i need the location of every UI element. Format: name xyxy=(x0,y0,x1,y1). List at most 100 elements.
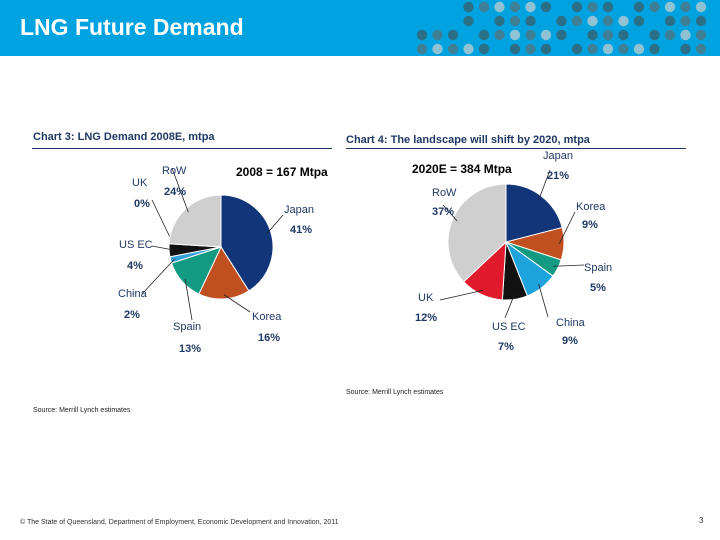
chart-3-slice-name-label: US EC xyxy=(119,239,153,251)
header-dot xyxy=(525,43,536,55)
header-dot xyxy=(571,43,583,55)
chart-3-slice-value-label: 41% xyxy=(290,224,312,236)
chart-3-slice-name-label: China xyxy=(118,288,148,300)
header-dot xyxy=(494,29,505,41)
header-dot xyxy=(680,43,691,55)
chart-4-leader-line xyxy=(504,294,515,319)
chart-3-slice-name-label: UK xyxy=(132,177,148,189)
chart-3-slice-row xyxy=(168,194,222,248)
header-dot xyxy=(525,1,536,13)
chart-3-leader-line xyxy=(266,214,284,234)
header-dot xyxy=(525,29,536,41)
footer-copyright: © The State of Queensland, Department of… xyxy=(20,519,339,526)
header-dot xyxy=(463,43,474,55)
chart-3-leader-line xyxy=(141,258,175,295)
chart-3-leader-line xyxy=(184,278,193,321)
header-dot xyxy=(664,15,676,27)
chart-4-slice-value-label: 7% xyxy=(498,341,514,353)
header-dot xyxy=(540,29,552,41)
chart-4-slice-name-label: UK xyxy=(418,292,434,304)
chart-4-slice-value-label: 37% xyxy=(432,206,454,218)
chart-3-title-rule xyxy=(32,148,332,149)
chart-4-slice-value-label: 5% xyxy=(590,282,606,294)
header-dot xyxy=(602,43,614,55)
header-dot xyxy=(633,43,645,55)
chart-3-slice-name-label: Japan xyxy=(284,204,314,216)
header-dot xyxy=(618,29,629,41)
header-dot xyxy=(447,29,459,41)
chart-3-slice-value-label: 13% xyxy=(179,343,201,355)
chart-4-leader-line xyxy=(442,204,458,222)
header-dot xyxy=(680,15,691,27)
header-dot xyxy=(649,29,660,41)
header-dot xyxy=(602,1,614,13)
header-dot xyxy=(602,15,614,27)
header-dot xyxy=(633,1,645,13)
chart-3-slice-name-label: RoW xyxy=(162,165,187,177)
header-dot xyxy=(478,1,490,13)
header-dot xyxy=(618,15,629,27)
header-dot xyxy=(432,29,443,41)
header-dot xyxy=(571,15,583,27)
header-dot xyxy=(695,1,707,13)
header-dot xyxy=(416,29,428,41)
header-dot xyxy=(587,29,598,41)
chart-4-slice-name-label: Korea xyxy=(576,201,606,213)
chart-4-leader-line xyxy=(538,284,549,318)
header-dot xyxy=(649,1,660,13)
chart-4-leader-line xyxy=(553,264,585,267)
chart-3-total-label: 2008 = 167 Mtpa xyxy=(236,165,328,179)
chart-4-slice-value-label: 21% xyxy=(547,170,569,182)
chart-4-slice-name-label: Japan xyxy=(543,150,573,162)
header-dot xyxy=(695,29,707,41)
chart-4-slice-value-label: 9% xyxy=(562,335,578,347)
chart-4-source: Source: Merrill Lynch estimates xyxy=(346,389,444,396)
chart-3-slice-value-label: 4% xyxy=(127,260,143,272)
header-dot xyxy=(633,15,645,27)
chart-4-leader-line xyxy=(558,211,576,244)
chart-3-slice-value-label: 24% xyxy=(164,186,186,198)
chart-4-slice-row xyxy=(447,183,507,283)
chart-4-slice-japan xyxy=(505,183,563,243)
chart-3-slice-name-label: Korea xyxy=(252,311,282,323)
header-dot xyxy=(571,1,583,13)
chart-4-slice-value-label: 9% xyxy=(582,219,598,231)
chart-3-title: Chart 3: LNG Demand 2008E, mtpa xyxy=(33,131,215,143)
header-dot xyxy=(587,43,598,55)
header-dot xyxy=(695,43,707,55)
header-dot xyxy=(509,43,521,55)
chart-3-slice-value-label: 2% xyxy=(124,309,140,321)
header-dot xyxy=(478,29,490,41)
chart-4-title: Chart 4: The landscape will shift by 202… xyxy=(346,134,590,146)
header-bar: LNG Future Demand xyxy=(0,0,720,56)
header-dot xyxy=(416,43,428,55)
chart-3-source: Source: Merrill Lynch estimates xyxy=(33,407,131,414)
decorative-dot-pattern xyxy=(416,1,707,55)
header-dot xyxy=(540,1,552,13)
header-dot xyxy=(680,29,691,41)
header-dot xyxy=(556,15,567,27)
chart-4-slice-name-label: China xyxy=(556,317,586,329)
header-dot xyxy=(509,29,521,41)
header-dot xyxy=(587,1,598,13)
chart-3-slice-value-label: 16% xyxy=(258,332,280,344)
chart-4-slice-value-label: 12% xyxy=(415,312,437,324)
header-dot xyxy=(494,1,505,13)
chart-4-title-rule xyxy=(346,148,686,149)
chart-3-slice-value-label: 0% xyxy=(134,198,150,210)
header-dot xyxy=(540,43,552,55)
header-dot xyxy=(509,1,521,13)
chart-4-leader-line xyxy=(439,289,484,301)
header-dot xyxy=(525,15,536,27)
chart-3-slice-name-label: Spain xyxy=(173,321,201,333)
chart-3-leader-line xyxy=(223,294,251,313)
page-title: LNG Future Demand xyxy=(20,14,244,40)
header-dot xyxy=(664,29,676,41)
header-dot xyxy=(509,15,521,27)
header-dot xyxy=(618,43,629,55)
header-dot xyxy=(494,15,505,27)
header-dot xyxy=(463,15,474,27)
header-dot xyxy=(463,1,474,13)
header-dot xyxy=(587,15,598,27)
